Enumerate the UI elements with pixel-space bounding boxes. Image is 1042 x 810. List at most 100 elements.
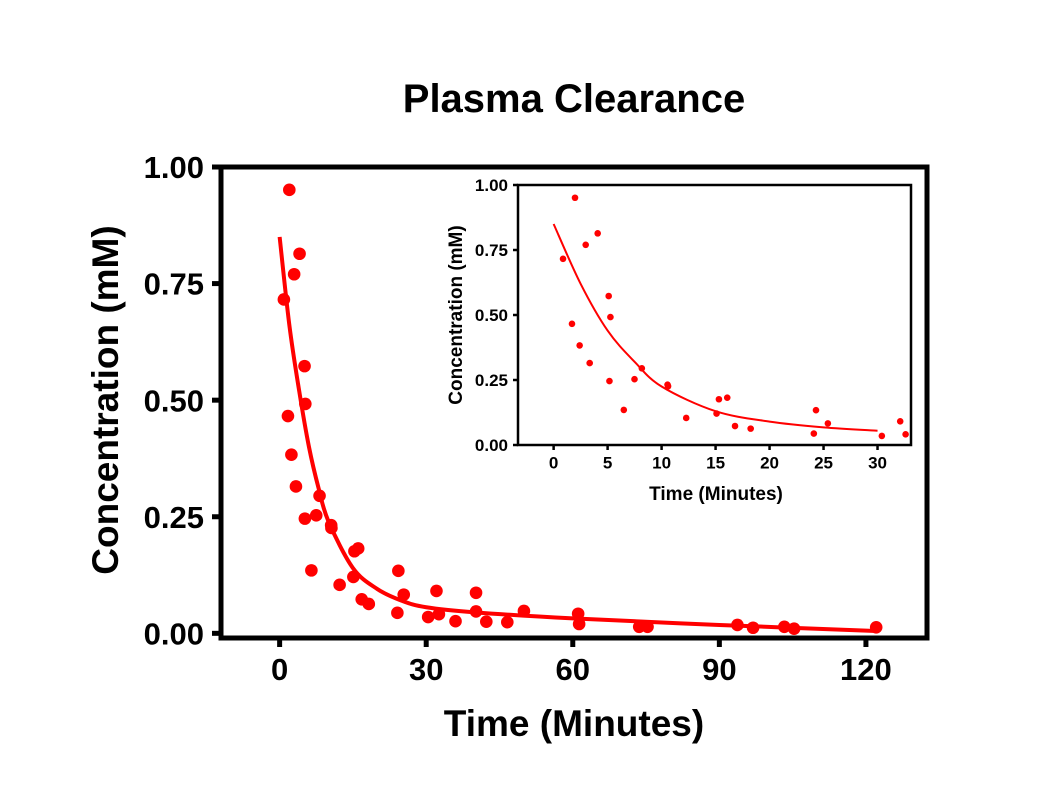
main-data-point	[313, 489, 326, 503]
inset-data-point	[664, 382, 672, 390]
main-data-point	[392, 564, 405, 578]
inset-x-tick-label: 5	[603, 454, 612, 473]
main-data-point	[287, 267, 301, 281]
inset-data-point	[638, 365, 646, 372]
main-data-point	[293, 247, 306, 261]
main-data-point	[281, 409, 295, 423]
main-data-point	[421, 610, 435, 624]
main-y-tick-label: 0.50	[144, 383, 204, 418]
main-data-point	[305, 564, 318, 577]
inset-data-point	[559, 255, 567, 263]
main-data-point	[397, 588, 411, 601]
main-data-point	[641, 620, 654, 634]
inset-y-tick-label: 1.00	[475, 176, 508, 195]
main-data-point	[325, 521, 338, 535]
inset-x-axis-label: Time (Minutes)	[649, 484, 783, 505]
main-data-point	[391, 606, 404, 620]
main-y-tick-label: 0.25	[144, 500, 204, 535]
inset-data-point	[810, 430, 818, 437]
inset-x-tick-label: 0	[549, 454, 558, 473]
main-data-point	[347, 570, 360, 584]
main-data-point	[869, 620, 883, 634]
main-x-tick-label: 120	[840, 652, 892, 687]
inset-x-tick-label: 15	[706, 454, 725, 473]
inset-x-tick-label: 10	[652, 454, 671, 473]
inset-data-point	[715, 395, 723, 403]
main-data-point	[362, 597, 376, 611]
main-data-point	[469, 605, 483, 618]
main-y-tick-label: 1.00	[144, 150, 204, 185]
inset-data-point	[620, 406, 628, 414]
main-x-tick-label: 60	[556, 652, 590, 687]
inset-data-point	[902, 431, 909, 438]
inset-data-point	[607, 313, 614, 321]
main-data-point	[449, 614, 462, 628]
inset-y-tick-label: 0.25	[475, 371, 508, 390]
inset-data-point	[594, 230, 601, 237]
inset-x-tick-label: 20	[760, 454, 779, 473]
inset-data-point	[576, 342, 583, 349]
inset-data-point	[571, 194, 579, 202]
main-data-point	[333, 578, 346, 592]
inset-data-point	[586, 359, 593, 367]
main-x-tick-label: 30	[409, 652, 443, 687]
main-data-point	[285, 448, 298, 462]
main-data-point	[283, 183, 296, 197]
inset-plot-frame	[516, 183, 913, 447]
main-data-point	[787, 622, 801, 635]
main-data-point	[277, 293, 291, 306]
main-y-tick-label: 0.00	[144, 616, 204, 651]
inset-data-point	[824, 420, 832, 427]
inset-data-point	[682, 414, 690, 422]
main-data-point	[517, 604, 531, 618]
main-data-point	[746, 621, 760, 635]
main-plot: 0.00 0.25 0.50 0.75 1.00 0 30 60 90 120	[144, 150, 930, 687]
main-data-point	[432, 607, 446, 621]
inset-y-tick-label: 0.75	[475, 241, 508, 260]
inset-data-layer	[552, 194, 909, 440]
main-data-point	[351, 542, 365, 555]
main-data-point	[299, 397, 312, 411]
main-data-point	[289, 480, 303, 493]
main-data-layer	[277, 183, 883, 635]
inset-data-point	[878, 432, 886, 440]
main-x-tick-label: 0	[271, 652, 288, 687]
inset-data-point	[747, 425, 754, 432]
inset-data-point	[723, 394, 731, 401]
main-data-point	[778, 620, 791, 634]
inset-data-point	[568, 320, 576, 328]
inset-x-tick-label: 25	[814, 454, 833, 473]
inset-fit-curve	[552, 223, 878, 432]
main-data-point	[430, 584, 443, 598]
inset-data-point	[582, 241, 589, 249]
inset-data-point	[605, 292, 612, 300]
inset-data-point	[713, 410, 720, 417]
inset-background	[440, 172, 920, 512]
main-data-point	[501, 615, 514, 629]
inset-data-point	[896, 418, 904, 425]
main-data-point	[479, 615, 493, 628]
main-data-point	[298, 359, 311, 373]
inset-y-axis-label: Concentration (mM)	[446, 225, 467, 404]
inset-x-tick-label: 30	[868, 454, 887, 473]
inset-data-point	[631, 375, 638, 383]
main-data-point	[731, 618, 744, 632]
main-plot-frame	[218, 164, 930, 641]
inset-y-tick-label: 0.00	[475, 436, 508, 455]
main-data-point	[309, 509, 323, 522]
main-fit-curve	[277, 236, 876, 634]
main-data-point	[298, 512, 312, 525]
main-data-point	[469, 586, 483, 600]
chart-title: Plasma Clearance	[403, 77, 745, 121]
main-x-axis-label: Time (Minutes)	[444, 703, 704, 744]
main-x-tick-label: 90	[702, 652, 736, 687]
main-data-point	[571, 607, 585, 621]
inset-data-point	[812, 406, 820, 414]
main-y-axis-label: Concentration (mM)	[85, 225, 126, 574]
inset-data-point	[731, 422, 739, 430]
inset-plot: 0.00 0.25 0.50 0.75 1.00 0 5 10 15 20 25 30	[440, 172, 920, 512]
main-y-tick-label: 0.75	[144, 267, 204, 302]
inset-data-point	[606, 377, 613, 385]
inset-y-tick-label: 0.50	[475, 306, 508, 325]
